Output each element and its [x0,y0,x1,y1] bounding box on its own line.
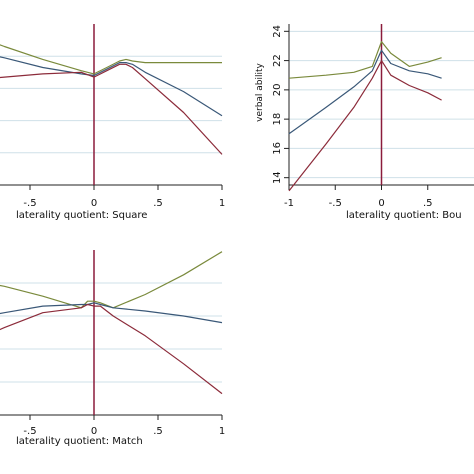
x-tick-label: 1 [219,426,225,437]
x-tick-label: 0 [91,426,97,437]
x-tick-label: .5 [423,198,433,209]
y-axis-label: verbal ability [255,62,265,121]
chart-panel-2: -1 -.5 0 .5 14 16 18 20 22 24 verbal ability latera… [255,24,474,221]
x-tick-label: 0 [378,198,384,209]
y-tick-label: 16 [272,142,283,155]
series-line-blue [0,302,223,324]
series-line-blue [0,56,223,117]
x-axis-label: laterality quotient: Bou [346,210,462,221]
y-tick-label: 22 [272,54,283,67]
series-line-green [0,44,222,75]
x-tick-label: -1 [284,198,294,209]
series-line-red [0,303,223,395]
x-tick-label: -.5 [23,198,36,209]
x-tick-label: .5 [153,426,163,437]
y-tick-label: 24 [272,25,283,38]
series-line-green [288,40,442,79]
x-tick-label: 0 [91,198,97,209]
series-line-red [288,59,442,192]
x-tick-label: -.5 [23,426,36,437]
series-line-green [0,251,223,309]
series-line-blue [288,49,442,135]
chart-panel-1: -.5 0 .5 1 laterality quotient: Square [0,24,225,221]
x-tick-label: 1 [219,198,225,209]
x-tick-label: .5 [153,198,163,209]
series-line-red [0,63,223,155]
x-axis-label: laterality quotient: Match [16,436,143,447]
x-axis-label: laterality quotient: Square [16,210,147,221]
chart-panel-3: -.5 0 .5 1 laterality quotient: Match [0,250,225,447]
y-tick-label: 14 [272,171,283,184]
y-tick-label: 18 [272,113,283,126]
y-tick-label: 20 [272,83,283,96]
x-tick-label: -.5 [329,198,342,209]
